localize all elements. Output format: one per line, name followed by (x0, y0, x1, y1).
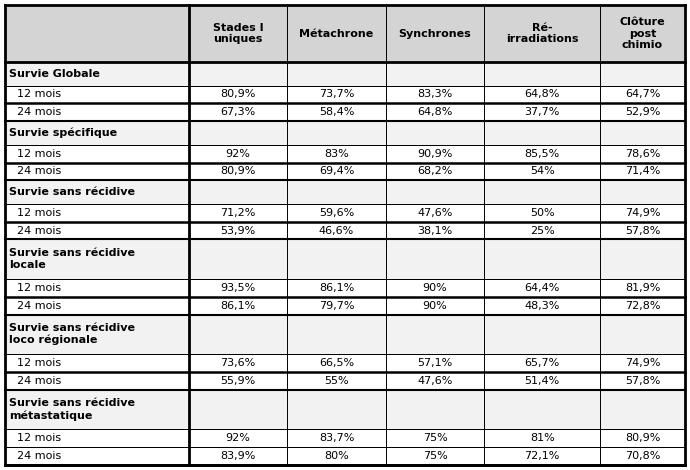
Text: 47,6%: 47,6% (417, 208, 453, 218)
Text: 90,9%: 90,9% (417, 149, 453, 158)
Text: 37,7%: 37,7% (524, 107, 560, 118)
Text: 92%: 92% (226, 149, 250, 158)
Text: 59,6%: 59,6% (319, 208, 354, 218)
Text: 78,6%: 78,6% (625, 149, 660, 158)
Text: 38,1%: 38,1% (417, 226, 453, 235)
Text: 25%: 25% (530, 226, 555, 235)
Text: 73,6%: 73,6% (220, 358, 255, 368)
Text: 50%: 50% (530, 208, 555, 218)
Text: Métachrone: Métachrone (299, 29, 373, 39)
Bar (5, 314, 685, 354)
Bar (5, 180, 685, 204)
Text: 58,4%: 58,4% (319, 107, 354, 118)
Text: 71,2%: 71,2% (220, 208, 255, 218)
Text: 72,1%: 72,1% (524, 451, 560, 461)
Text: 64,8%: 64,8% (524, 89, 560, 100)
Text: Clôture
post
chimio: Clôture post chimio (620, 17, 665, 50)
Text: 47,6%: 47,6% (417, 376, 453, 386)
Text: 74,9%: 74,9% (624, 358, 660, 368)
Text: 93,5%: 93,5% (220, 283, 255, 293)
Bar (5, 240, 685, 279)
Text: 12 mois: 12 mois (17, 149, 61, 158)
Text: 81,9%: 81,9% (625, 283, 660, 293)
Bar (5, 5, 685, 63)
Text: 71,4%: 71,4% (625, 166, 660, 176)
Text: 51,4%: 51,4% (524, 376, 560, 386)
Text: Survie spécifique: Survie spécifique (9, 128, 117, 138)
Text: 70,8%: 70,8% (625, 451, 660, 461)
Text: Survie sans récidive: Survie sans récidive (9, 187, 135, 197)
Text: 24 mois: 24 mois (17, 451, 61, 461)
Text: 74,9%: 74,9% (624, 208, 660, 218)
Text: 53,9%: 53,9% (220, 226, 255, 235)
Text: 68,2%: 68,2% (417, 166, 453, 176)
Text: 48,3%: 48,3% (524, 301, 560, 311)
Text: 64,4%: 64,4% (524, 283, 560, 293)
Text: 83,7%: 83,7% (319, 433, 354, 443)
Text: 12 mois: 12 mois (17, 208, 61, 218)
Text: 24 mois: 24 mois (17, 226, 61, 235)
Text: 90%: 90% (423, 283, 448, 293)
Text: 57,8%: 57,8% (625, 376, 660, 386)
Text: 24 mois: 24 mois (17, 376, 61, 386)
Text: Survie Globale: Survie Globale (9, 69, 100, 79)
Text: 24 mois: 24 mois (17, 301, 61, 311)
Text: 57,1%: 57,1% (417, 358, 453, 368)
Text: 80,9%: 80,9% (220, 89, 255, 100)
Text: 55%: 55% (324, 376, 349, 386)
Text: 75%: 75% (423, 433, 448, 443)
Text: 73,7%: 73,7% (319, 89, 354, 100)
Text: 66,5%: 66,5% (319, 358, 354, 368)
Text: 24 mois: 24 mois (17, 107, 61, 118)
Bar (5, 390, 685, 429)
Text: 80,9%: 80,9% (625, 433, 660, 443)
Text: 57,8%: 57,8% (625, 226, 660, 235)
Text: Survie sans récidive
locale: Survie sans récidive locale (9, 248, 135, 270)
Text: 65,7%: 65,7% (524, 358, 560, 368)
Bar (5, 121, 685, 145)
Text: 67,3%: 67,3% (220, 107, 255, 118)
Text: 24 mois: 24 mois (17, 166, 61, 176)
Text: Survie sans récidive
métastatique: Survie sans récidive métastatique (9, 399, 135, 421)
Text: Ré-
irradiations: Ré- irradiations (506, 23, 578, 45)
Text: 90%: 90% (423, 301, 448, 311)
Text: 83%: 83% (324, 149, 349, 158)
Text: 75%: 75% (423, 451, 448, 461)
Text: 64,7%: 64,7% (625, 89, 660, 100)
Text: 86,1%: 86,1% (220, 301, 255, 311)
Text: 83,3%: 83,3% (417, 89, 453, 100)
Text: 79,7%: 79,7% (319, 301, 354, 311)
Text: 12 mois: 12 mois (17, 433, 61, 443)
Text: 69,4%: 69,4% (319, 166, 354, 176)
Text: 80%: 80% (324, 451, 349, 461)
Text: 80,9%: 80,9% (220, 166, 255, 176)
Text: 72,8%: 72,8% (624, 301, 660, 311)
Text: 86,1%: 86,1% (319, 283, 354, 293)
Text: 12 mois: 12 mois (17, 89, 61, 100)
Text: 46,6%: 46,6% (319, 226, 354, 235)
Text: 54%: 54% (530, 166, 555, 176)
Text: Stades I
uniques: Stades I uniques (213, 23, 263, 45)
Text: 92%: 92% (226, 433, 250, 443)
Text: 52,9%: 52,9% (625, 107, 660, 118)
Text: 12 mois: 12 mois (17, 358, 61, 368)
Text: 85,5%: 85,5% (524, 149, 560, 158)
Text: 81%: 81% (530, 433, 555, 443)
Text: 55,9%: 55,9% (220, 376, 255, 386)
Bar (5, 63, 685, 86)
Text: 64,8%: 64,8% (417, 107, 453, 118)
Text: Survie sans récidive
loco régionale: Survie sans récidive loco régionale (9, 323, 135, 345)
Text: Synchrones: Synchrones (399, 29, 471, 39)
Text: 12 mois: 12 mois (17, 283, 61, 293)
Text: 83,9%: 83,9% (220, 451, 255, 461)
